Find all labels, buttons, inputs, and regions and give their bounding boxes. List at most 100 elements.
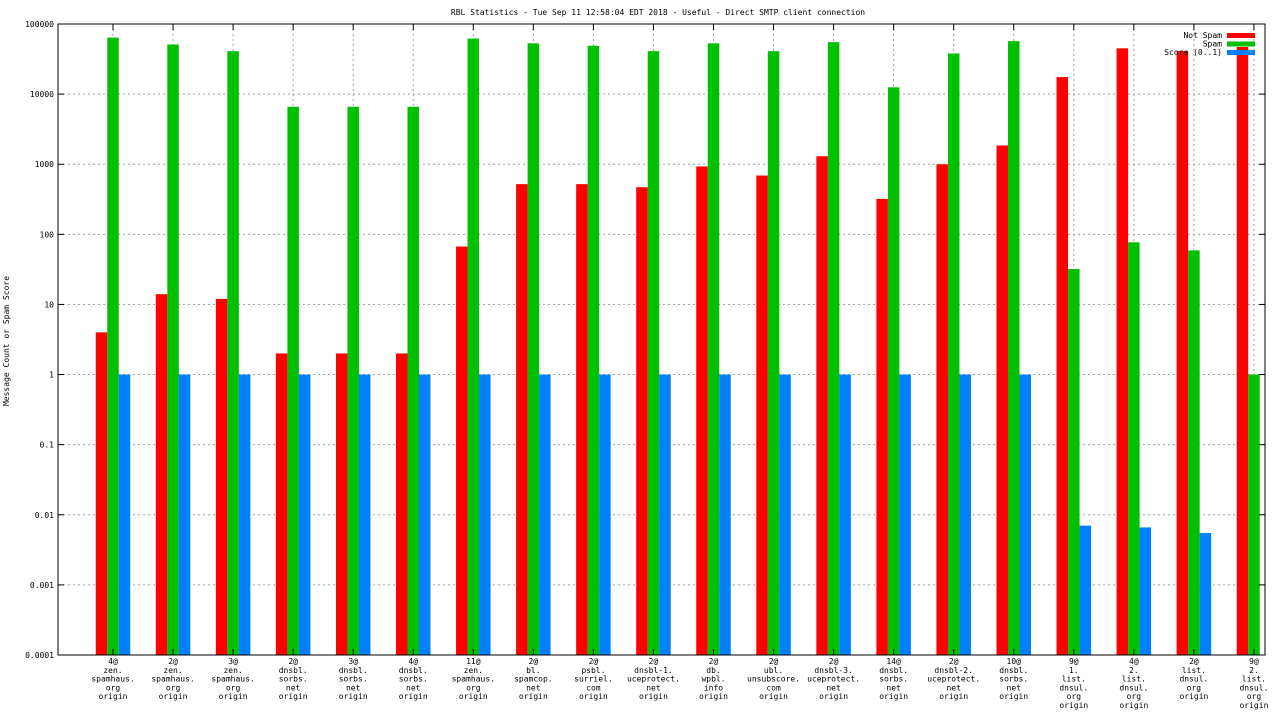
bar-not-spam [996,145,1008,656]
y-tick-label: 100000 [25,20,54,29]
bar-not-spam [1056,77,1069,655]
y-tick-label: 1000 [35,160,54,169]
bar-score-0-1 [1079,525,1092,655]
bar-score-0-1 [1139,527,1152,655]
bar-not-spam [215,298,228,655]
bar-score-0-1 [118,374,131,655]
legend-label: Score (0..1) [1164,48,1222,57]
bar-spam [1188,250,1200,655]
bar-spam [767,51,780,655]
bar-not-spam [1116,48,1129,656]
bar-not-spam [335,353,348,655]
bar-spam [587,45,600,656]
bar-score-0-1 [419,374,431,655]
bar-not-spam [155,294,168,655]
bar-spam [467,38,480,656]
y-tick-label: 0.01 [35,511,54,520]
bar-not-spam [95,332,108,655]
bar-score-0-1 [479,374,491,655]
legend-label: Not Spam [1183,31,1222,40]
bar-spam [887,87,900,655]
bar-not-spam [816,156,828,656]
bar-score-0-1 [1199,532,1212,655]
bar-spam [1248,374,1260,655]
bar-spam [527,43,540,655]
x-tick-label: 3@ dnsbl. sorbs. net origin [339,657,368,701]
bar-not-spam [936,164,948,655]
bars-layer [95,37,1260,656]
bar-score-0-1 [899,374,911,655]
bar-score-0-1 [599,374,611,655]
x-tick-label: 2@ dnsbl-2. uceprotect. net origin [927,657,980,701]
bar-score-0-1 [719,374,731,655]
plot-frame [57,23,1266,656]
legend-swatch [1227,33,1255,38]
x-tick-label: 2@ zen. spamhaus. org origin [151,657,194,701]
legend-label: Spam [1203,40,1222,49]
bar-spam [647,51,660,655]
bar-not-spam [396,353,408,655]
y-tick-label: 0.1 [40,441,55,450]
legend-swatch [1227,41,1255,47]
bar-not-spam [876,198,888,656]
bar-score-0-1 [959,374,971,655]
x-tick-label: 2@ psbl. surriel. com origin [574,657,613,701]
y-tick-label: 10000 [30,90,54,99]
bar-spam [1128,242,1140,656]
x-tick-label: 14@ dnsbl. sorbs. net origin [879,657,908,701]
bar-not-spam [576,184,588,655]
bar-score-0-1 [659,374,671,655]
bar-spam [347,106,359,655]
bar-not-spam [756,175,768,655]
bar-not-spam [275,353,288,655]
bar-spam [227,51,239,655]
x-tick-label: 9@ 2. list. dnsul. org origin [1239,657,1268,710]
bar-spam [167,44,179,655]
y-tick-label: 10 [44,300,54,309]
bar-not-spam [1236,46,1249,656]
x-tick-label: 2@ list. dnsul. org origin [1179,657,1208,701]
chart-title: RBL Statistics - Tue Sep 11 12:58:04 EDT… [451,8,865,17]
x-tick-label: 4@ dnsbl. sorbs. net origin [399,657,428,701]
bar-score-0-1 [1019,374,1031,655]
bar-not-spam [1176,51,1189,655]
x-tick-label: 10@ dnsbl. sorbs. net origin [999,657,1028,701]
bar-spam [827,42,840,655]
bar-not-spam [696,166,708,655]
bar-score-0-1 [298,374,311,655]
y-tick-label: 0.0001 [25,651,54,660]
bar-spam [107,37,119,655]
bar-score-0-1 [779,374,791,655]
bar-score-0-1 [178,374,191,655]
x-tick-label: 2@ ubl. unsubscore. com origin [747,657,800,701]
y-axis-label: Message Count or Spam Score [2,276,11,406]
bar-score-0-1 [238,374,251,655]
bar-score-0-1 [539,374,551,655]
x-tick-label: 2@ dnsbl-1. uceprotect. net origin [627,657,680,701]
bar-score-0-1 [358,374,371,655]
bar-spam [1068,269,1080,655]
x-tick-label: 2@ db. wpbl. info origin [699,657,728,701]
bar-spam [1008,41,1020,656]
bar-spam [707,43,720,655]
x-tick-label: 9@ 1. list. dnsul. org origin [1059,657,1088,710]
x-tick-label: 11@ zen. spamhaus. org origin [452,657,495,701]
x-tick-label: 2@ dnsbl. sorbs. net origin [279,657,308,701]
bar-spam [407,106,419,655]
bar-spam [947,53,960,655]
bar-not-spam [636,187,648,655]
y-tick-label: 1 [49,371,54,380]
bar-not-spam [516,184,528,655]
bar-score-0-1 [839,374,851,655]
x-tick-label: 4@ zen. spamhaus. org origin [91,657,134,701]
legend-swatch [1227,50,1255,55]
axis-layer: 0.0001 0.001 0.01 0.1 1 10 100 1000 10000 100000 4… [25,20,1268,710]
bar-spam [287,106,299,655]
y-tick-label: 0.001 [30,581,54,590]
bar-not-spam [456,246,468,655]
x-tick-label: 3@ zen. spamhaus. org origin [211,657,254,701]
x-tick-label: 2@ dnsbl-3. uceprotect. net origin [807,657,860,701]
